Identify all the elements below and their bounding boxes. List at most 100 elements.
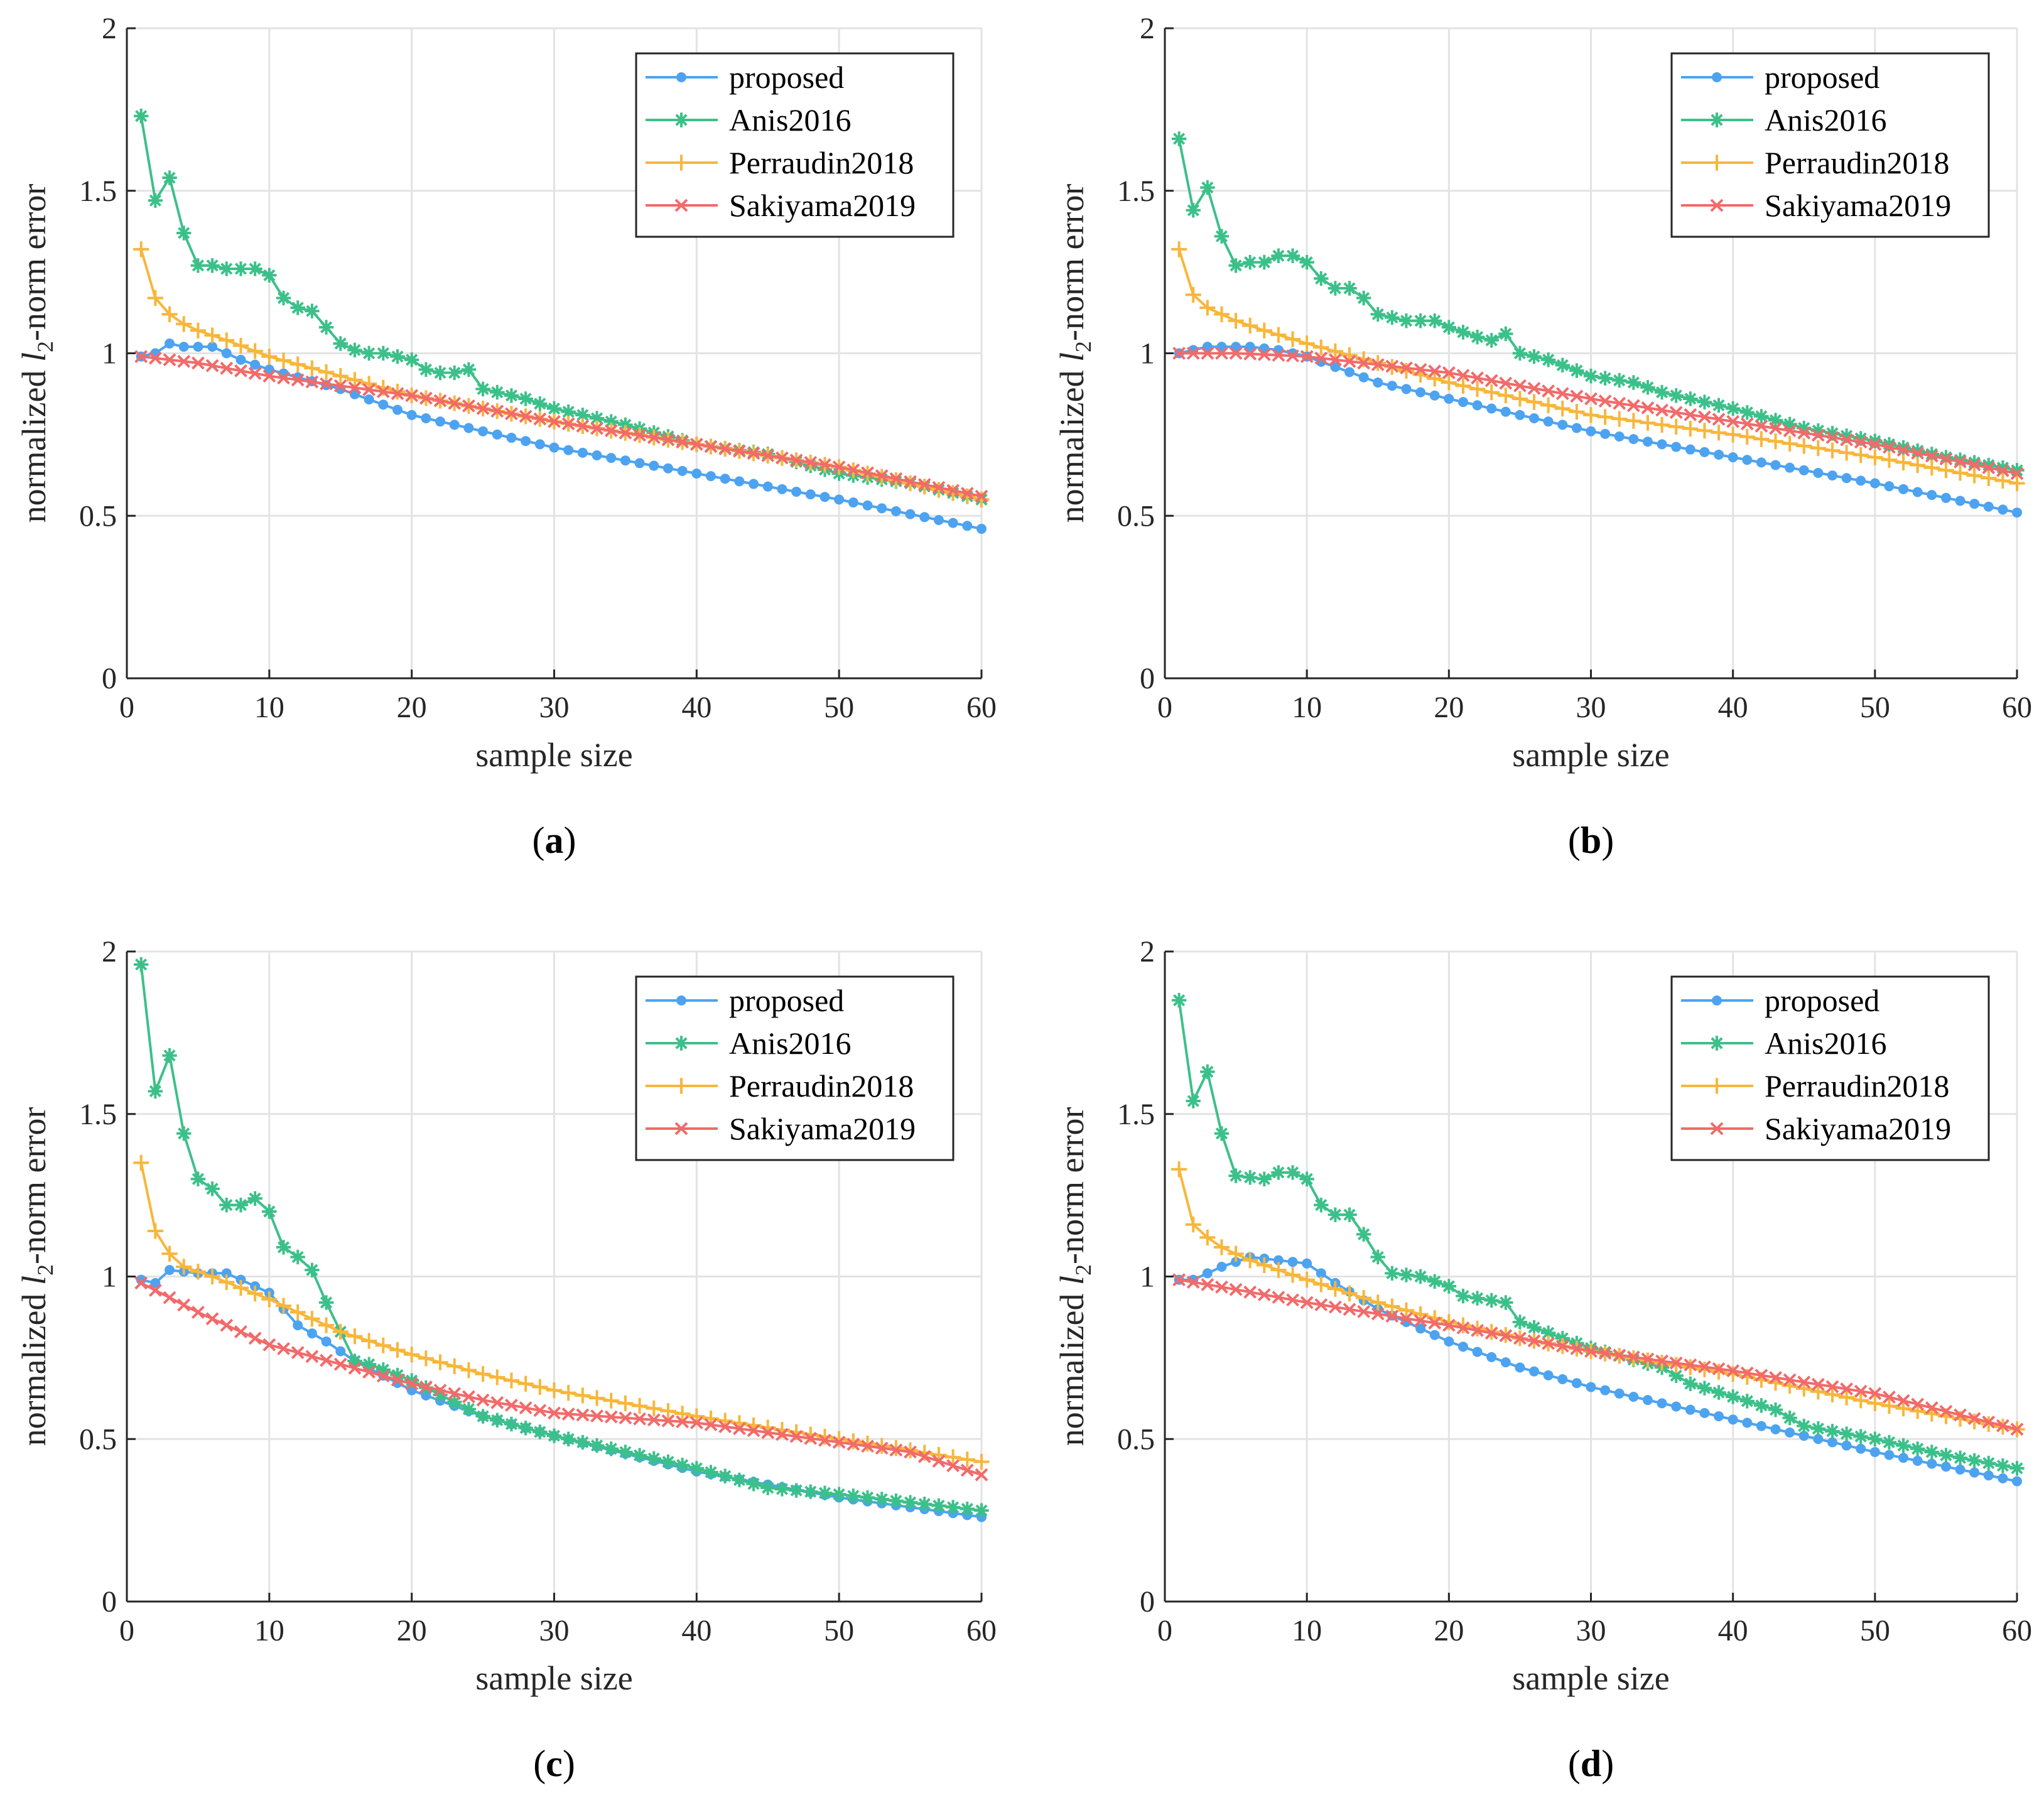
data-point bbox=[1981, 1455, 1996, 1471]
data-point bbox=[875, 469, 889, 483]
data-point bbox=[1200, 1064, 1215, 1080]
data-point bbox=[975, 489, 988, 503]
data-point bbox=[1427, 1274, 1442, 1289]
y-tick-label: 0.5 bbox=[1117, 1423, 1155, 1456]
data-point bbox=[1498, 388, 1514, 404]
data-point bbox=[590, 421, 603, 435]
data-point bbox=[604, 424, 618, 438]
data-point bbox=[673, 155, 689, 171]
data-point bbox=[661, 1414, 675, 1428]
data-point bbox=[1540, 352, 1556, 367]
data-point bbox=[221, 1268, 232, 1279]
data-point bbox=[789, 1483, 804, 1498]
data-point bbox=[162, 170, 177, 185]
data-point bbox=[1682, 420, 1699, 437]
data-point bbox=[1683, 1376, 1698, 1391]
data-point bbox=[505, 1399, 518, 1412]
data-point bbox=[1598, 371, 1613, 386]
data-point bbox=[1710, 198, 1724, 212]
data-point bbox=[1869, 478, 1880, 489]
data-point bbox=[1726, 1364, 1740, 1377]
data-point bbox=[904, 475, 917, 489]
data-point bbox=[1484, 1293, 1499, 1308]
data-point bbox=[533, 396, 548, 411]
data-point bbox=[221, 348, 232, 359]
legend-label: proposed bbox=[1765, 983, 1879, 1018]
data-point bbox=[859, 1435, 876, 1452]
data-point bbox=[1825, 1424, 1840, 1439]
data-point bbox=[1427, 371, 1443, 387]
data-point bbox=[673, 1078, 689, 1094]
data-point bbox=[1427, 313, 1442, 328]
data-point bbox=[163, 1291, 176, 1304]
data-point bbox=[1925, 449, 1939, 463]
series-Sakiyama2019 bbox=[1172, 1273, 2024, 1436]
data-point bbox=[1455, 377, 1471, 394]
data-point bbox=[1413, 313, 1428, 328]
data-point bbox=[1270, 1262, 1287, 1278]
data-point bbox=[1756, 1421, 1766, 1431]
data-point bbox=[1242, 1252, 1258, 1269]
data-point bbox=[561, 1407, 575, 1421]
data-point bbox=[1356, 290, 1371, 306]
data-point bbox=[1216, 1261, 1227, 1272]
x-tick-label: 20 bbox=[1434, 691, 1464, 724]
data-point bbox=[1642, 1395, 1653, 1406]
data-point bbox=[1628, 434, 1639, 445]
data-point bbox=[1385, 1266, 1400, 1281]
data-point bbox=[1854, 1384, 1868, 1398]
data-point bbox=[247, 343, 263, 359]
data-point bbox=[1243, 347, 1257, 361]
y-axis-label-sub: 2 bbox=[33, 341, 58, 352]
data-point bbox=[1299, 335, 1315, 352]
data-point bbox=[1785, 462, 1795, 473]
data-point bbox=[333, 379, 347, 393]
data-point bbox=[1709, 1036, 1724, 1051]
data-point bbox=[718, 442, 732, 456]
data-point bbox=[1199, 1229, 1216, 1245]
data-point bbox=[603, 1441, 619, 1456]
data-point bbox=[1782, 435, 1798, 452]
x-tick-label: 50 bbox=[1860, 1614, 1890, 1647]
legend-label: Perraudin2018 bbox=[1765, 145, 1949, 180]
data-point bbox=[1343, 1303, 1356, 1316]
data-point bbox=[391, 1373, 404, 1387]
data-point bbox=[148, 351, 162, 365]
data-point bbox=[192, 1306, 205, 1319]
data-point bbox=[689, 1461, 705, 1476]
data-point bbox=[917, 478, 931, 491]
data-point bbox=[576, 1408, 590, 1422]
legend: proposed Anis2016 Perraudin2018 Sakiyama201… bbox=[1670, 52, 1990, 238]
data-point bbox=[634, 458, 645, 469]
data-point bbox=[1498, 1295, 1513, 1310]
data-point bbox=[1742, 455, 1753, 465]
data-point bbox=[1214, 229, 1230, 244]
data-point bbox=[405, 1377, 419, 1391]
data-point bbox=[959, 1451, 975, 1468]
data-point bbox=[532, 1379, 548, 1396]
data-point bbox=[1228, 313, 1244, 329]
data-point bbox=[1709, 112, 1724, 127]
data-point bbox=[1711, 1364, 1727, 1380]
data-point bbox=[1285, 1165, 1300, 1180]
data-point bbox=[1982, 1415, 1996, 1429]
data-point bbox=[1981, 457, 1996, 473]
data-point bbox=[746, 1476, 761, 1492]
legend-label: Sakiyama2019 bbox=[729, 188, 916, 223]
data-point bbox=[1371, 1307, 1385, 1321]
data-point bbox=[150, 1277, 161, 1288]
data-point bbox=[1726, 415, 1740, 428]
data-point bbox=[1472, 400, 1483, 411]
data-point bbox=[305, 303, 320, 318]
data-point bbox=[1883, 1391, 1896, 1404]
data-point bbox=[389, 1342, 406, 1358]
data-point bbox=[1742, 1418, 1753, 1428]
data-point bbox=[1569, 363, 1584, 378]
data-point bbox=[1527, 1320, 1542, 1335]
data-point bbox=[604, 1410, 618, 1424]
data-point bbox=[1242, 317, 1258, 334]
x-tick-label: 20 bbox=[1434, 1614, 1464, 1647]
data-point bbox=[889, 472, 903, 485]
data-point bbox=[803, 1484, 818, 1499]
data-point bbox=[533, 412, 547, 426]
